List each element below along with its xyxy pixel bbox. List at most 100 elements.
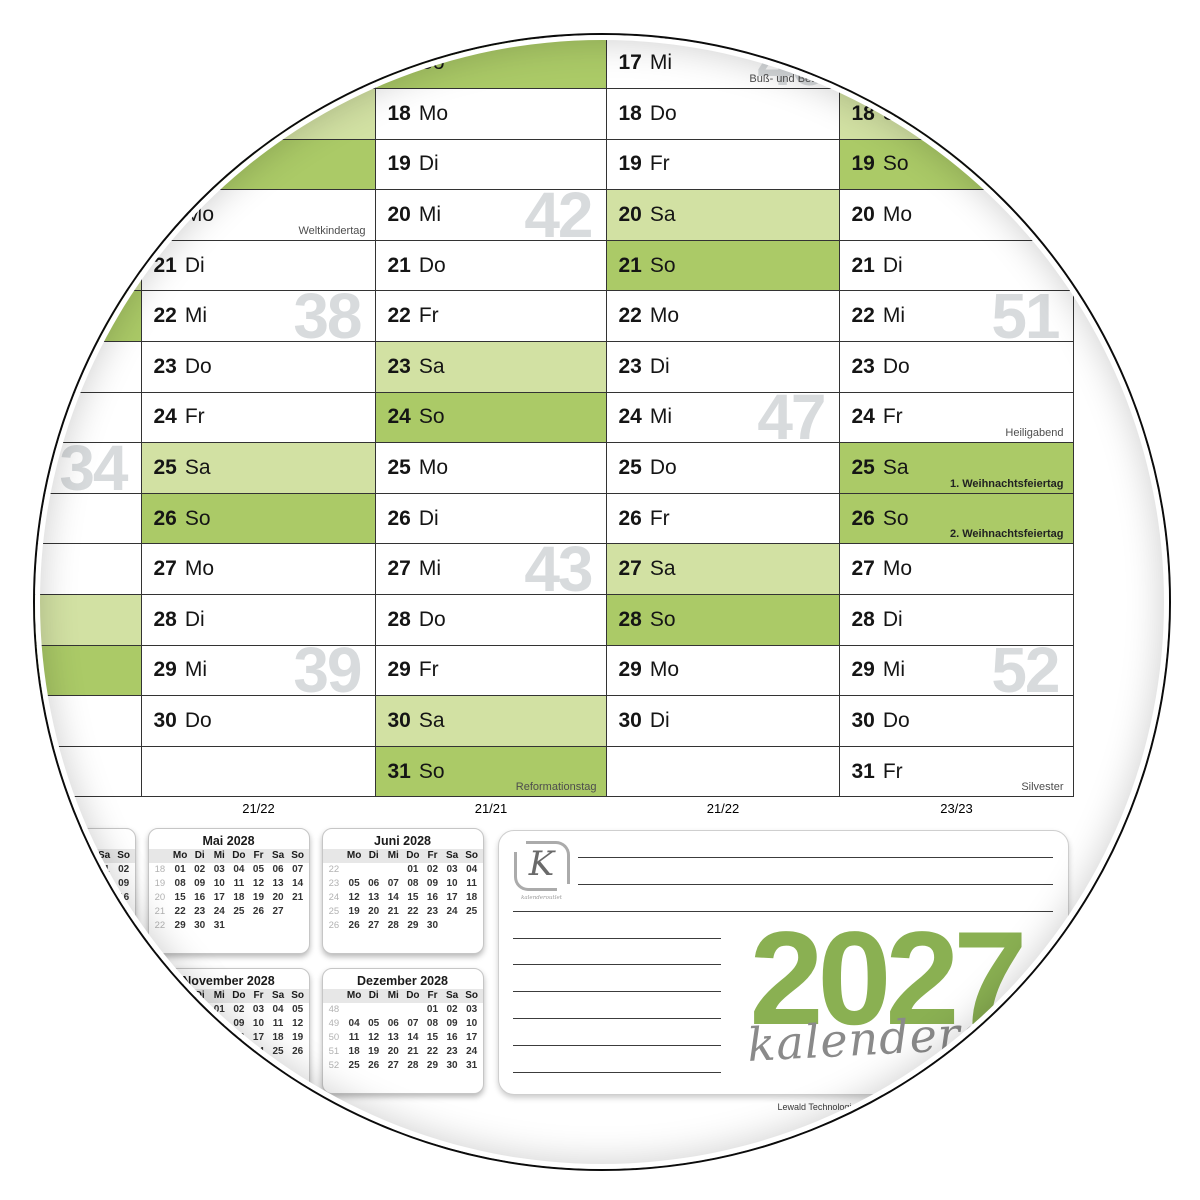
mini-day-number: 03 [446, 864, 458, 875]
mini-calendar-april-2028-partial: Sa So 01 02 09 16 23 [35, 827, 136, 954]
mini-day-number: 30 [233, 1060, 245, 1071]
holiday-label: Reformationstag [515, 781, 597, 794]
mini-weekday-header: Mo [172, 850, 188, 861]
weekday-label: Do [882, 709, 910, 733]
mini-day-number: 26 [292, 1046, 304, 1057]
mini-day-number: 17 [446, 892, 458, 903]
mini-day-number: 07 [407, 1018, 419, 1029]
mini-day-number: 16 [118, 892, 130, 903]
weekday-label: Di [418, 152, 439, 176]
mini-day-number: 29 [426, 1060, 439, 1071]
day-cell: 18 Sa [141, 89, 375, 140]
day-cell: 19Do [35, 140, 141, 191]
day-cell: 24 Fr [141, 393, 375, 444]
mini-day-number: 06 [174, 1018, 186, 1029]
weekday-label: Mo [882, 203, 913, 227]
calendar-week-number: 39 [293, 634, 362, 707]
mini-day-number: 22 [174, 906, 186, 917]
day-cell [606, 747, 839, 798]
day-number: 28 [387, 607, 411, 631]
mini-weekday-header: Fr [253, 850, 264, 861]
mini-weekday-header: Di [368, 990, 379, 1001]
mini-day-number: 24 [252, 1046, 265, 1057]
mini-day-number: 15 [426, 1032, 439, 1043]
day-cell: 27 Mo [141, 544, 375, 596]
holiday-label: Heiligabend [1005, 427, 1064, 440]
month-column-august: 17Di18Mi19Do20Fr21Sa22So23Mo24Di3425Mi26… [35, 37, 142, 798]
mini-day-number: 02 [446, 1004, 458, 1015]
mini-weekday-header: Sa [271, 990, 285, 1001]
day-number: 17 [387, 51, 411, 75]
mini-day-number: 24 [213, 906, 225, 917]
mini-week-number: 50 [328, 1032, 340, 1043]
mini-calendar-title: Mai 2028 [202, 833, 255, 848]
weekday-label: Do [649, 456, 677, 480]
calendar-week-number: 46 [757, 33, 826, 100]
mini-day-number: 01 [174, 864, 186, 875]
mini-weekday-header: Mo [346, 850, 362, 861]
logo-subtext: kalenderoutlet [521, 894, 562, 901]
mini-day-number: 12 [368, 1032, 380, 1043]
day-number: 31 [387, 759, 411, 783]
mini-calendar-week-row: 26 26 27 28 29 30 [323, 919, 483, 933]
weekday-label: Mo [184, 557, 215, 581]
weekday-label: Fr [418, 658, 439, 682]
weekday-label: Di [184, 253, 205, 277]
mini-day-number: 06 [387, 1018, 399, 1029]
mini-day-number: 29 [174, 920, 186, 931]
mini-day-number: 22 [426, 1046, 439, 1057]
mini-day-number: 22 [213, 1046, 225, 1057]
weekday-label: Mo [184, 203, 215, 227]
mini-weekday-header: So [465, 990, 479, 1001]
mini-day-number: 30 [426, 920, 439, 931]
mini-calendar-week-row: 45 06 07 08 09 10 11 12 [149, 1017, 309, 1031]
mini-calendar-week-row: 44 01 02 03 04 05 [149, 1003, 309, 1017]
day-cell: 29So [35, 645, 141, 697]
mini-weekday-header: Mi [387, 990, 399, 1001]
mini-day-number: 12 [252, 878, 265, 889]
mini-calendar-title: Dezember 2028 [356, 973, 449, 988]
mini-weekday-header: Do [232, 990, 246, 1001]
mini-day-number: 26 [368, 1060, 380, 1071]
notes-line [512, 963, 721, 966]
day-cell: 26Do [35, 494, 141, 545]
calendar-week-number: 47 [757, 381, 826, 454]
mini-day-number: 24 [446, 906, 458, 917]
mini-day-number: 01 [213, 1004, 225, 1015]
day-number: 27 [153, 557, 177, 581]
calendar-plane: K kalenderoutlet 2027 kalenderoutlet Lew… [35, 33, 1169, 1169]
weekday-label: Mo [418, 101, 449, 125]
weekday-label: Fr [418, 304, 439, 328]
day-number: 18 [387, 101, 411, 125]
day-number: 24 [153, 405, 177, 429]
mini-day-number: 30 [194, 920, 206, 931]
weekday-label: Do [418, 607, 446, 631]
mini-day-number: 28 [387, 920, 399, 931]
mini-day-number: 08 [426, 1018, 439, 1029]
mini-weekday-header: Sa [271, 850, 285, 861]
mini-day-number: 12 [292, 1018, 304, 1029]
mini-day-number: 05 [252, 864, 265, 875]
weekday-label: Fr [649, 152, 670, 176]
mini-day-number: 12 [348, 892, 360, 903]
day-number: 22 [851, 304, 875, 328]
mini-day-number: 01 [426, 1004, 439, 1015]
day-cell: 21 So [606, 240, 839, 292]
mini-day-number: 09 [446, 1018, 458, 1029]
day-number: 18 [618, 101, 642, 125]
mini-day-number: 02 [118, 864, 130, 875]
day-cell: 17 Fr [141, 39, 375, 90]
day-cell: 46 17 Mi Buß- und Bettag [606, 33, 839, 100]
weekday-label: Mi [184, 304, 208, 328]
weekday-label: So [649, 253, 676, 277]
mini-day-number: 03 [213, 864, 225, 875]
mini-day-number: 07 [292, 864, 304, 875]
day-cell: 43 27 Mi [375, 533, 606, 605]
day-cell: 17 Fr [839, 39, 1073, 90]
day-number: 18 [153, 101, 177, 125]
mini-day-number: 02 [194, 864, 206, 875]
weekday-label: Sa [882, 456, 909, 480]
mini-day-number: 04 [233, 864, 245, 875]
day-cell: 31Di [35, 747, 141, 798]
mini-calendar-header-row: Mo Di Mi Do Fr Sa So [148, 848, 309, 863]
